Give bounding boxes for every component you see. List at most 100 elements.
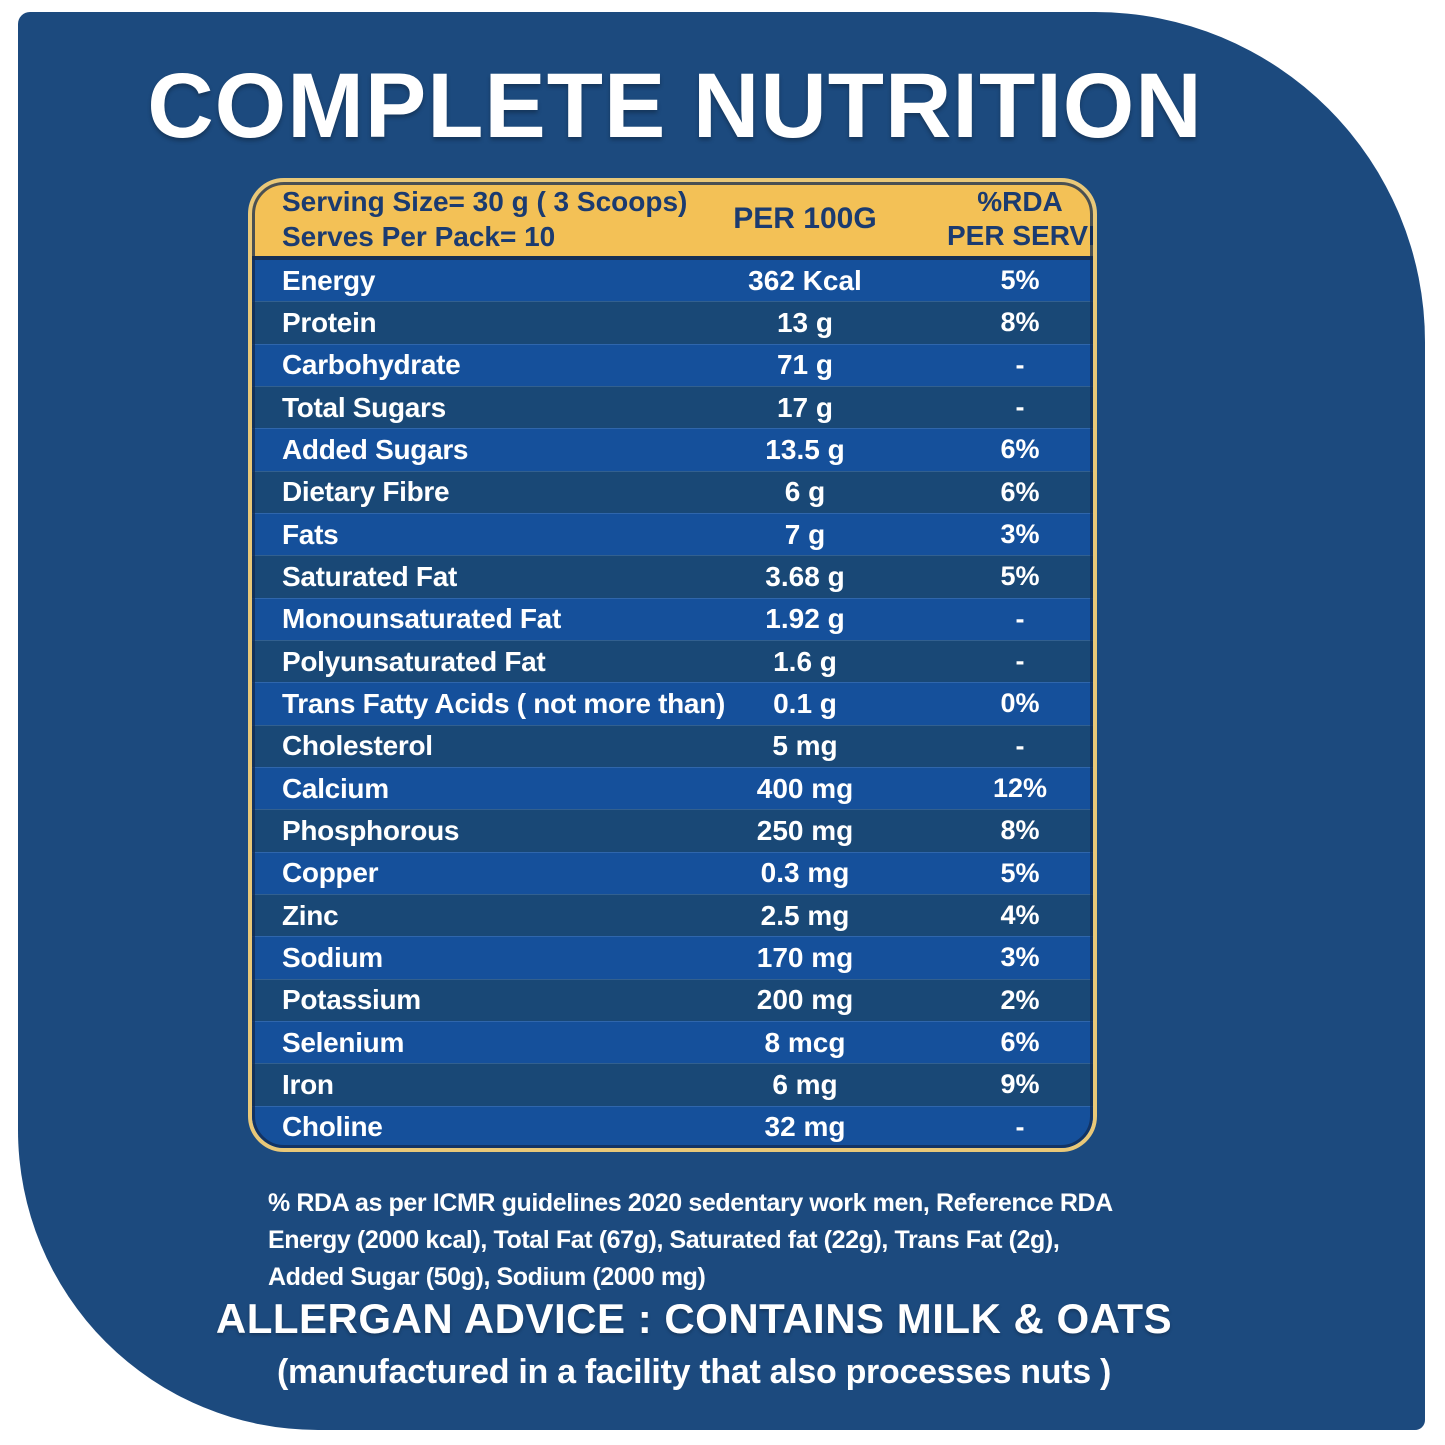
allergen-advice-subtext: (manufactured in a facility that also pr…	[276, 1353, 1112, 1391]
rda-per-serve-value: -	[1015, 1111, 1025, 1142]
per-100g-value: 0.1 g	[773, 687, 837, 719]
rda-per-serve-value: 9%	[1000, 1069, 1040, 1100]
nutrition-label-panel: COMPLETE NUTRITION Serving Size= 30 g ( …	[18, 12, 1425, 1430]
rda-per-serve-value: 6%	[1000, 434, 1040, 465]
per-100g-value: 3.68 g	[765, 560, 845, 592]
per-100g-value: 32 mg	[764, 1111, 846, 1143]
per-100g-value: 8 mcg	[764, 1026, 846, 1058]
rda-per-serve-value: 6%	[1000, 1027, 1040, 1058]
nutrient-label: Sodium	[282, 941, 383, 973]
nutrient-label: Energy	[282, 264, 376, 296]
rda-per-serve-value: 0%	[1000, 688, 1040, 719]
rda-header-line2: PER SERVE	[947, 220, 1097, 251]
rda-per-serve-value: 3%	[1000, 519, 1040, 550]
table-row: Potassium 200 mg 2%	[252, 978, 1093, 1021]
rda-per-serve-value: -	[1015, 730, 1025, 761]
per-100g-value: 1.92 g	[765, 603, 845, 635]
rda-per-serve-value: 12%	[992, 773, 1048, 804]
allergen-advice-heading: ALLERGAN ADVICE : CONTAINS MILK & OATS	[215, 1295, 1173, 1342]
table-row: Carbohydrate 71 g -	[252, 343, 1093, 386]
nutrient-label: Monounsaturated Fat	[282, 603, 561, 635]
per-100g-value: 6 g	[784, 476, 826, 508]
per-100g-value: 400 mg	[756, 772, 854, 804]
rda-per-serve-value: 3%	[1000, 942, 1040, 973]
nutrient-label: Trans Fatty Acids ( not more than)	[282, 687, 726, 719]
per-100g-value: 7 g	[784, 518, 826, 550]
rda-footnote: % RDA as per ICMR guidelines 2020 sedent…	[268, 1185, 1128, 1296]
nutrient-label: Carbohydrate	[282, 349, 461, 381]
table-row: Total Sugars 17 g -	[252, 385, 1093, 429]
nutrient-label: Saturated Fat	[282, 560, 458, 592]
nutrient-label: Copper	[282, 857, 379, 889]
table-row: Sodium 170 mg 3%	[252, 936, 1093, 979]
table-row: Copper 0.3 mg 5%	[252, 851, 1093, 894]
table-row: Energy 362 Kcal 5%	[252, 260, 1093, 302]
table-row: Selenium 8 mcg 6%	[252, 1020, 1093, 1064]
per-100g-value: 250 mg	[756, 814, 854, 846]
per-100g-value: 13.5 g	[765, 433, 845, 465]
table-row: Protein 13 g 8%	[252, 301, 1093, 344]
nutrient-label: Potassium	[282, 984, 421, 1016]
table-row: Polyunsaturated Fat 1.6 g -	[252, 639, 1093, 683]
nutrient-label: Calcium	[282, 772, 389, 804]
per-100g-value: 5 mg	[772, 730, 838, 762]
nutrition-table: Serving Size= 30 g ( 3 Scoops) Serves Pe…	[248, 178, 1097, 1152]
nutrient-label: Phosphorous	[282, 814, 460, 846]
table-row: Monounsaturated Fat 1.92 g -	[252, 597, 1093, 640]
rda-per-serve-value: 8%	[1000, 307, 1040, 338]
rda-per-serve-value: 5%	[1000, 265, 1040, 296]
footnote-line-1: % RDA as per ICMR guidelines 2020 sedent…	[268, 1189, 1113, 1217]
column-header-per-100g: PER 100G	[733, 202, 877, 235]
nutrient-label: Polyunsaturated Fat	[282, 645, 546, 677]
per-100g-value: 2.5 mg	[760, 899, 850, 931]
table-row: Trans Fatty Acids ( not more than) 0.1 g…	[252, 682, 1093, 725]
rda-per-serve-value: -	[1015, 646, 1025, 677]
allergen-advice: ALLERGAN ADVICE : CONTAINS MILK & OATS (…	[18, 1295, 1370, 1392]
rda-per-serve-value: 4%	[1000, 900, 1040, 931]
rda-per-serve-value: -	[1015, 603, 1025, 634]
per-100g-value: 0.3 mg	[760, 857, 850, 889]
footnote-line-2: Energy (2000 kcal), Total Fat (67g), Sat…	[268, 1226, 1060, 1254]
serves-per-pack-text: Serves Per Pack= 10	[282, 221, 556, 252]
rda-per-serve-value: 8%	[1000, 815, 1040, 846]
table-row: Choline 32 mg -	[252, 1105, 1093, 1148]
rda-per-serve-value: -	[1015, 349, 1025, 380]
page-title: COMPLETE NUTRITION	[147, 55, 1203, 157]
rda-per-serve-value: 5%	[1000, 857, 1040, 888]
table-body: Energy 362 Kcal 5% Protein 13 g 8% Carbo…	[252, 260, 1093, 1148]
nutrient-label: Added Sugars	[282, 433, 469, 465]
serving-size-text: Serving Size= 30 g ( 3 Scoops)	[282, 186, 688, 217]
table-row: Dietary Fibre 6 g 6%	[252, 470, 1093, 513]
rda-per-serve-value: 6%	[1000, 476, 1040, 507]
column-header-rda-per-serve: %RDA PER SERVE	[947, 185, 1093, 253]
per-100g-value: 200 mg	[756, 984, 854, 1016]
per-100g-value: 71 g	[776, 349, 834, 381]
table-row: Phosphorous 250 mg 8%	[252, 809, 1093, 852]
footnote-line-3: Added Sugar (50g), Sodium (2000 mg)	[268, 1263, 706, 1291]
table-row: Calcium 400 mg 12%	[252, 766, 1093, 810]
per-100g-value: 1.6 g	[773, 645, 837, 677]
nutrient-label: Iron	[282, 1068, 334, 1100]
nutrient-label: Cholesterol	[282, 730, 433, 762]
rda-per-serve-value: 5%	[1000, 561, 1040, 592]
per-100g-value: 170 mg	[756, 941, 854, 973]
nutrient-label: Selenium	[282, 1026, 405, 1058]
nutrient-label: Fats	[282, 518, 339, 550]
nutrient-label: Dietary Fibre	[282, 476, 450, 508]
rda-header-line1: %RDA	[977, 186, 1063, 217]
serving-info: Serving Size= 30 g ( 3 Scoops) Serves Pe…	[252, 184, 688, 254]
table-row: Zinc 2.5 mg 4%	[252, 893, 1093, 937]
table-header: Serving Size= 30 g ( 3 Scoops) Serves Pe…	[252, 182, 1093, 260]
nutrient-label: Protein	[282, 306, 377, 338]
per-100g-value: 13 g	[776, 306, 834, 338]
per-100g-value: 17 g	[776, 391, 834, 423]
rda-per-serve-value: 2%	[1000, 984, 1040, 1015]
table-row: Fats 7 g 3%	[252, 512, 1093, 556]
table-row: Saturated Fat 3.68 g 5%	[252, 555, 1093, 598]
nutrient-label: Zinc	[282, 899, 339, 931]
per-100g-value: 362 Kcal	[748, 264, 862, 296]
per-100g-value: 6 mg	[772, 1068, 838, 1100]
table-row: Added Sugars 13.5 g 6%	[252, 428, 1093, 471]
nutrient-label: Choline	[282, 1111, 383, 1143]
nutrient-label: Total Sugars	[282, 391, 446, 423]
